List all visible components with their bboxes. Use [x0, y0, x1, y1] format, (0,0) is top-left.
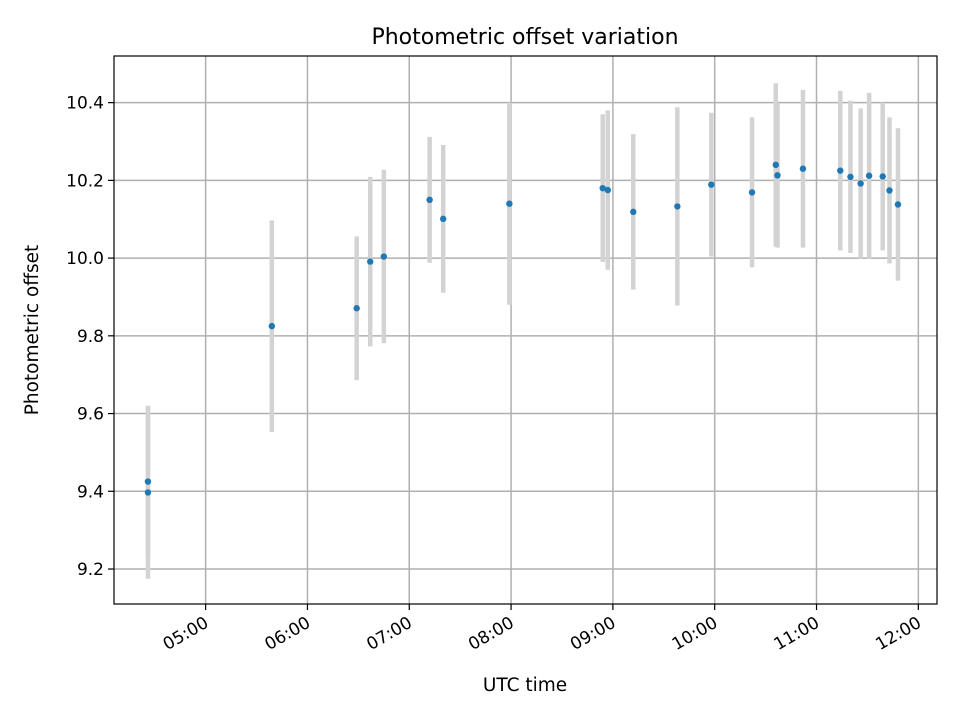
y-tick-label: 9.6 — [77, 405, 104, 425]
data-point — [599, 184, 606, 192]
data-point — [708, 181, 715, 188]
data-point — [894, 201, 902, 208]
data-point — [847, 173, 854, 181]
y-tick-label: 10.0 — [66, 249, 104, 269]
data-point — [837, 167, 844, 174]
data-point — [857, 180, 864, 187]
data-point — [440, 215, 447, 223]
y-tick-label: 10.4 — [66, 94, 104, 114]
y-axis: 9.2 9.4 9.6 9.8 10.0 10.2 10.4 — [66, 94, 114, 580]
point-layer — [144, 161, 902, 496]
y-tick-label: 9.8 — [77, 327, 104, 347]
grid-layer — [114, 56, 937, 604]
y-tick-label: 9.2 — [77, 560, 104, 580]
data-point — [604, 186, 611, 194]
chart-title: Photometric offset variation — [371, 25, 678, 50]
data-point — [630, 208, 637, 216]
data-point — [879, 173, 886, 180]
y-axis-label: Photometric offset — [22, 245, 43, 416]
data-point — [506, 200, 513, 207]
data-point — [865, 172, 873, 179]
data-point — [799, 165, 807, 172]
data-point — [268, 322, 276, 330]
data-point — [367, 258, 374, 265]
data-point — [380, 253, 388, 260]
data-point — [144, 489, 152, 496]
data-point — [353, 305, 360, 312]
y-tick-label: 10.2 — [66, 171, 104, 191]
data-point — [426, 196, 433, 204]
y-tick-label: 9.4 — [77, 482, 104, 502]
data-point — [748, 189, 756, 196]
data-point — [674, 203, 681, 210]
data-point — [886, 187, 893, 194]
data-point — [144, 478, 152, 485]
data-point — [772, 161, 779, 169]
data-point — [774, 172, 781, 179]
x-axis-label: UTC time — [483, 675, 567, 696]
plot-frame — [113, 55, 938, 605]
